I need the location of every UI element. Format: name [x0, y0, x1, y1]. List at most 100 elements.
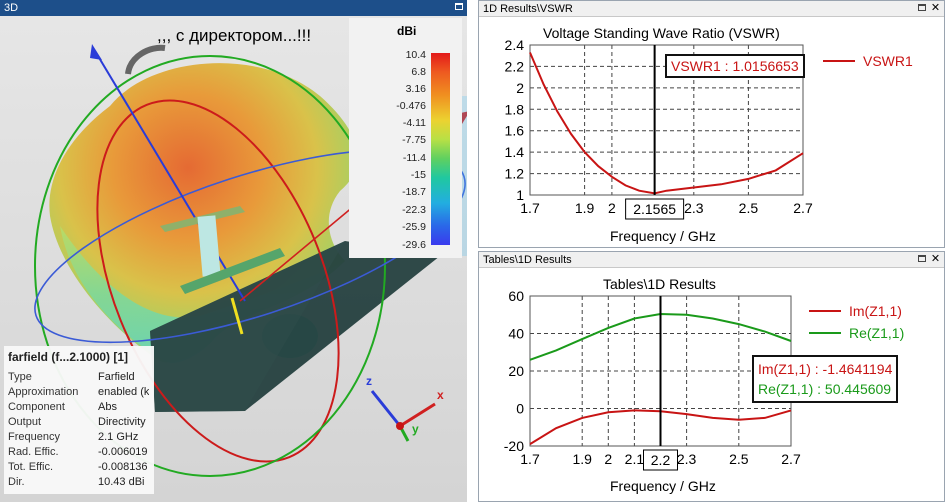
vswr-marker-readout: VSWR1 : 1.0156653 — [665, 54, 805, 78]
colorbar-legend: dBi 10.4 6.8 3.16 -0.476 -4.11 -7.75 -11… — [349, 18, 462, 258]
maximize-icon[interactable] — [918, 255, 926, 262]
phi-ring — [96, 99, 340, 463]
re-readout: Re(Z1,1) : 50.445609 — [758, 381, 892, 397]
colorbar-tick: -18.7 — [402, 186, 426, 198]
y-tick-label: 1.4 — [505, 144, 525, 160]
plot-frame — [529, 44, 804, 196]
legend-swatch — [809, 332, 841, 334]
tables-xlabel: Frequency / GHz — [610, 478, 716, 494]
info-key: Dir. — [8, 476, 25, 488]
colorbar-gradient — [431, 53, 450, 245]
y-tick-label: 1.2 — [505, 166, 525, 182]
info-row: Output Directivity — [8, 415, 150, 430]
info-row: Component Abs — [8, 400, 150, 415]
y-tick-label: 2 — [516, 80, 524, 96]
view3d-tab-title: 3D — [4, 2, 19, 14]
info-value: Directivity — [98, 416, 146, 428]
info-key: Output — [8, 416, 42, 428]
info-value: Abs — [98, 401, 117, 413]
vswr-chart[interactable]: 1.7 1.9 2 2.3 2.5 2.7 1 1.2 1.4 1.6 1.8 2 2.2 2.4 2.15… — [479, 18, 944, 248]
tables-titlebar: Tables\1D Results ✕ — [479, 252, 944, 268]
legend-label-im: Im(Z1,1) — [849, 303, 902, 319]
tables-panel: Tables\1D Results ✕ Tables\1D Results 1.… — [478, 251, 945, 502]
legend-label-re: Re(Z1,1) — [849, 325, 905, 341]
colorbar-tick: -15 — [410, 169, 426, 181]
marker-x-label: 2.1565 — [633, 201, 676, 217]
vswr-tab-title: 1D Results\VSWR — [483, 3, 573, 15]
tables-tab-title: Tables\1D Results — [483, 254, 572, 266]
x-tick-label: 1.9 — [575, 200, 595, 216]
vswr-titlebar: 1D Results\VSWR ✕ — [479, 1, 944, 17]
x-tick-label: 1.7 — [520, 200, 540, 216]
info-row: Approximation enabled (k — [8, 385, 150, 400]
axis-label-y: y — [412, 422, 419, 436]
close-icon[interactable]: ✕ — [930, 253, 941, 265]
info-row: Rad. Effic. -0.006019 — [8, 445, 150, 460]
info-value: enabled (k — [98, 386, 150, 398]
vswr-legend: VSWR1 — [823, 53, 913, 69]
y-tick-label: 1 — [516, 187, 524, 203]
boom-element — [197, 215, 221, 277]
dipole-element — [180, 248, 285, 294]
impedance-legend: Im(Z1,1) Re(Z1,1) — [809, 300, 904, 344]
series-line-vswr1 — [529, 52, 804, 195]
vswr-panel: 1D Results\VSWR ✕ Voltage Standing Wave … — [478, 0, 945, 248]
marker-x-box — [625, 198, 685, 220]
y-tick-label: 1.8 — [505, 101, 525, 117]
info-value: 10.43 dBi — [98, 476, 145, 488]
info-key: Type — [8, 371, 32, 383]
overlay-caption: ,,, с директором...!!! — [157, 26, 312, 45]
impedance-marker-readout: Im(Z1,1) : -1.4641194 Re(Z1,1) : 50.4456… — [752, 355, 899, 403]
info-title: farfield (f...2.1000) [1] — [8, 350, 129, 364]
x-tick-label: 2.1 — [625, 451, 645, 467]
info-value: -0.006019 — [98, 446, 148, 458]
maximize-icon[interactable] — [455, 3, 463, 10]
colorbar-tick: -22.3 — [402, 204, 426, 216]
colorbar-tick: -11.4 — [402, 152, 426, 164]
colorbar-tick: -29.6 — [402, 239, 426, 251]
y-tick-label: 2.4 — [505, 37, 525, 53]
colorbar-tick: 3.16 — [405, 83, 426, 95]
x-tick-label: 2.7 — [793, 200, 813, 216]
x-tick-label: 2.3 — [677, 451, 697, 467]
impedance-chart[interactable]: 1.7 1.9 2 2.1 2.3 2.5 2.7 -20 0 20 40 60 2.2 — [479, 269, 944, 502]
axis-label-z: z — [366, 374, 372, 388]
feed-line — [230, 297, 244, 335]
x-tick-label: 2.5 — [739, 200, 759, 216]
colorbar-tick: 6.8 — [411, 66, 426, 78]
colorbar-tick: -4.11 — [402, 117, 426, 129]
legend-swatch — [823, 60, 855, 62]
legend-swatch — [809, 310, 841, 312]
x-tick-label: 2 — [608, 200, 616, 216]
x-tick-label: 2 — [604, 451, 612, 467]
legend-label: VSWR1 — [863, 53, 913, 69]
tables-chart-title: Tables\1D Results — [603, 276, 716, 292]
x-tick-label: 2.3 — [684, 200, 704, 216]
vswr-chart-title: Voltage Standing Wave Ratio (VSWR) — [543, 25, 780, 41]
info-row: Dir. 10.43 dBi — [8, 475, 150, 490]
colorbar-tick: -0.476 — [396, 100, 426, 112]
view3d-titlebar: 3D — [0, 0, 467, 16]
maximize-icon[interactable] — [918, 4, 926, 11]
radiation-pattern-lower — [60, 226, 345, 364]
axis-label-x: x — [437, 388, 444, 402]
info-value: Farfield — [98, 371, 135, 383]
colorbar-unit: dBi — [397, 24, 417, 38]
info-value: 2.1 GHz — [98, 431, 139, 443]
theta-ring — [34, 55, 386, 477]
x-tick-label: 1.7 — [520, 451, 540, 467]
y-tick-label: 0 — [516, 401, 524, 417]
marker-x-label: 2.2 — [651, 452, 671, 468]
marker-x-box — [643, 449, 678, 471]
close-icon[interactable]: ✕ — [930, 2, 941, 14]
info-key: Frequency — [8, 431, 60, 443]
x-tick-label: 2.7 — [781, 451, 801, 467]
y-tick-label: 20 — [508, 363, 524, 379]
info-row: Tot. Effic. -0.008136 — [8, 460, 150, 475]
info-row: Type Farfield — [8, 370, 150, 385]
y-tick-label: -20 — [504, 438, 524, 454]
info-key: Tot. Effic. — [8, 461, 54, 473]
y-tick-label: 60 — [508, 288, 524, 304]
view3d-panel: 3D — [0, 0, 467, 502]
colorbar-tick: -7.75 — [402, 134, 426, 146]
